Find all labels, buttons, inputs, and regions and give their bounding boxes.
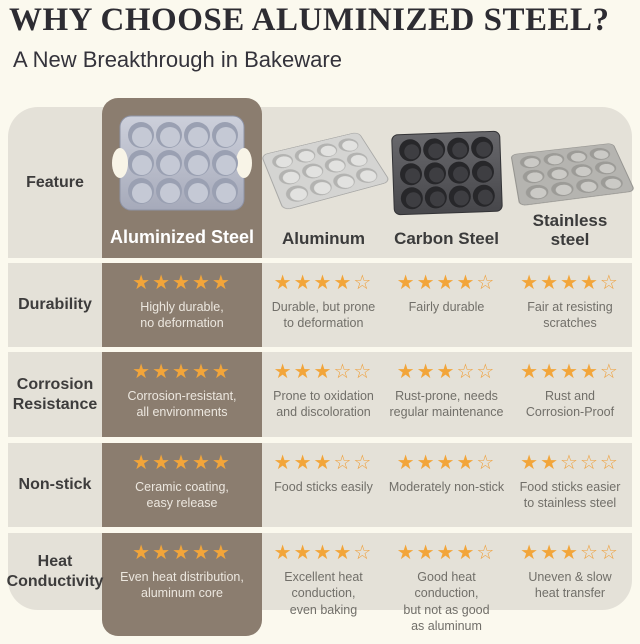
cell-corrosion-carbon-steel: ★★★☆☆ Rust-prone, needs regular maintena… — [385, 352, 508, 437]
cell-text: Food sticks easily — [274, 480, 373, 494]
cell-text: Good heat conduction, but not as good as… — [403, 570, 490, 633]
cell-durability-carbon-steel: ★★★★☆ Fairly durable — [385, 263, 508, 347]
cell-text: Ceramic coating, easy release — [135, 480, 229, 511]
star-rating: ★★★☆☆ — [273, 452, 374, 474]
cell-corrosion-aluminized-steel: ★★★★★ Corrosion-resistant, all environme… — [102, 352, 262, 437]
cell-text: Even heat distribution, aluminum core — [120, 570, 244, 601]
cell-text: Rust and Corrosion-Proof — [525, 389, 615, 420]
cell-text: Excellent heat conduction, even baking — [284, 570, 363, 617]
star-rating: ★★★☆☆ — [273, 361, 374, 383]
highlight-column-cell-background — [102, 263, 262, 347]
column-header-carbon-steel: Carbon Steel — [394, 229, 499, 248]
feature-column-header: Feature — [26, 173, 84, 191]
page-subtitle: A New Breakthrough in Bakeware — [13, 47, 342, 72]
star-rating: ★★★★☆ — [273, 272, 374, 294]
star-rating: ★★★★★ — [132, 272, 232, 294]
star-rating: ★★★★☆ — [273, 542, 374, 564]
carbon-steel-pan-icon — [391, 130, 503, 216]
cell-corrosion-stainless-steel: ★★★★☆ Rust and Corrosion-Proof — [508, 352, 632, 437]
cell-corrosion-aluminum: ★★★☆☆ Prone to oxidation and discolorati… — [262, 352, 385, 437]
cell-heat-carbon-steel: ★★★★☆ Good heat conduction, but not as g… — [385, 533, 508, 633]
feature-label-durability: Durability — [18, 296, 92, 313]
cell-text: Rust-prone, needs regular maintenance — [389, 389, 504, 420]
cell-heat-aluminized-steel: ★★★★★ Even heat distribution, aluminum c… — [102, 533, 262, 617]
star-rating: ★★★★☆ — [396, 452, 497, 474]
feature-label-non-stick: Non-stick — [18, 476, 92, 493]
feature-label-corrosion-resistance: Corrosion Resistance — [12, 375, 98, 413]
star-rating: ★★★★☆ — [396, 272, 497, 294]
cell-nonstick-aluminum: ★★★☆☆ Food sticks easily — [262, 443, 385, 527]
cell-text: Fairly durable — [408, 300, 485, 314]
star-rating: ★★★★★ — [132, 542, 232, 564]
cell-text: Corrosion-resistant, all environments — [127, 389, 237, 420]
column-header-stainless-steel: Stainless steel — [532, 211, 608, 249]
cell-nonstick-carbon-steel: ★★★★☆ Moderately non-stick — [385, 443, 508, 527]
stainless-steel-pan-icon — [509, 140, 639, 210]
column-header-aluminized-steel: Aluminized Steel — [109, 227, 255, 247]
cell-text: Moderately non-stick — [388, 480, 505, 494]
feature-label-heat-conductivity: Heat Conductivity — [6, 552, 104, 590]
column-header-aluminum: Aluminum — [281, 229, 366, 248]
aluminum-pan-icon — [257, 127, 395, 217]
cell-text: Prone to oxidation and discoloration — [273, 389, 374, 420]
star-rating: ★★★★★ — [132, 452, 232, 474]
cell-text: Food sticks easier to stainless steel — [519, 480, 621, 511]
star-rating: ★★★★☆ — [396, 542, 497, 564]
star-rating: ★★☆☆☆ — [520, 452, 620, 474]
star-rating: ★★★★☆ — [520, 361, 620, 383]
cell-durability-aluminum: ★★★★☆ Durable, but prone to deformation — [262, 263, 385, 347]
cell-nonstick-stainless-steel: ★★☆☆☆ Food sticks easier to stainless st… — [508, 443, 632, 527]
cell-heat-aluminum: ★★★★☆ Excellent heat conduction, even ba… — [262, 533, 385, 617]
star-rating: ★★★★☆ — [520, 272, 620, 294]
cell-text: Highly durable, no deformation — [140, 300, 224, 331]
cell-durability-aluminized-steel: ★★★★★ Highly durable, no deformation — [102, 263, 262, 347]
cell-heat-stainless-steel: ★★★☆☆ Uneven & slow heat transfer — [508, 533, 632, 617]
cell-text: Fair at resisting scratches — [527, 300, 613, 331]
cell-text: Durable, but prone to deformation — [271, 300, 376, 331]
cell-durability-stainless-steel: ★★★★☆ Fair at resisting scratches — [508, 263, 632, 347]
aluminized-steel-pan-icon — [112, 115, 252, 211]
highlight-column-cell-background — [102, 443, 262, 527]
cell-nonstick-aluminized-steel: ★★★★★ Ceramic coating, easy release — [102, 443, 262, 527]
star-rating: ★★★☆☆ — [396, 361, 497, 383]
star-rating: ★★★☆☆ — [520, 542, 620, 564]
star-rating: ★★★★★ — [132, 361, 232, 383]
cell-text: Uneven & slow heat transfer — [528, 570, 612, 601]
highlight-column-cell-background — [102, 352, 262, 437]
page-title: WHY CHOOSE ALUMINIZED STEEL? — [9, 2, 610, 38]
highlight-column-cell-background — [102, 533, 262, 636]
